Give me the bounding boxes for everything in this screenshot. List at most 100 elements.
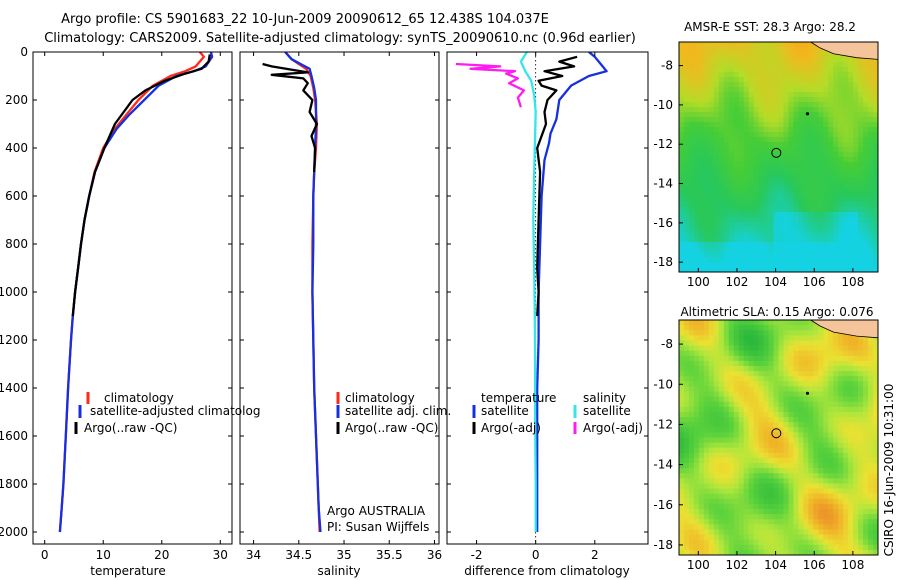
x-tick-label: 108 [841,275,864,289]
series-line [455,62,526,108]
x-tick-label: 35.5 [376,548,403,562]
legend-label-argo-raw: Argo(..raw -QC) [345,421,438,435]
x-tick-label: 35 [336,548,351,562]
argo-position-marker [771,428,782,439]
x-tick-label: 30 [213,548,228,562]
x-tick-label: 102 [726,558,749,572]
x-tick-label: 100 [687,275,710,289]
x-tick-label: 0 [532,548,540,562]
y-tick-label: -14 [653,458,673,472]
y-tick-label: 1600 [0,429,28,443]
salinity-xlabel: salinity [317,564,360,578]
y-tick-label: 800 [5,237,28,251]
y-tick-label: 600 [5,189,28,203]
figure-title-line1: Argo profile: CS 5901683_22 10-Jun-2009 … [61,12,549,27]
y-tick-label: -18 [653,255,673,269]
series-line [284,52,322,533]
legend-label-salinity-satellite: satellite [583,404,631,418]
series-line [71,54,211,317]
y-tick-label: -14 [653,177,673,191]
difference-series-group [455,52,608,532]
sla-map-field [679,320,878,555]
x-tick-label: -2 [471,548,483,562]
difference-frame [446,51,649,545]
y-tick-label: -18 [653,538,673,552]
y-tick-label: -12 [653,137,673,151]
series-line [58,52,214,533]
temperature-frame [32,51,233,545]
series-line [284,52,321,533]
legend-label-temperature-argo: Argo(-adj) [481,421,541,435]
island-marker [805,112,810,116]
legend-label-argo-raw: Argo(..raw -QC) [84,421,177,435]
series-line [58,52,206,533]
csiro-timestamp: CSIRO 16-Jun-2009 10:31:00 [882,384,896,557]
salinity-series-group [262,52,322,533]
y-tick-label: -16 [653,216,673,230]
series-line [262,62,319,173]
difference-legend: temperature satellite Argo(-adj) salinit… [472,391,643,435]
temperature-legend: climatology satellite-adjusted climatolo… [74,391,260,435]
island-marker [805,391,810,395]
temperature-xlabel: temperature [90,564,165,578]
land-coastline [809,42,878,60]
temperature-panel: 0 10 20 30 0 200 400 600 800 1000 1200 1400 1600 1800… [0,45,233,562]
y-tick-label: 2000 [0,525,28,539]
sst-map-frame [678,41,879,273]
difference-panel: -2 0 2 [446,51,649,562]
sla-map-frame [678,319,879,556]
legend-title-temperature: temperature [481,391,556,405]
legend-label-satellite-adjusted: satellite-adjusted climatolog [90,404,260,418]
x-tick-label: 102 [726,275,749,289]
legend-label-satellite-adj: satellite adj. clim. [345,404,451,418]
series-line [519,52,537,532]
x-tick-label: 106 [803,275,826,289]
principal-investigator-label: PI: Susan Wijffels [327,520,429,534]
y-tick-label: -10 [653,98,673,112]
y-tick-label: -8 [661,59,673,73]
argo-position-marker [771,147,782,158]
x-tick-label: 2 [591,548,599,562]
temperature-series-group [58,52,214,533]
sst-map-title: AMSR-E SST: 28.3 Argo: 28.2 [684,20,856,34]
figure-title-line2: Climatology: CARS2009. Satellite-adjuste… [44,31,636,46]
x-tick-label: 106 [803,558,826,572]
y-tick-label: 400 [5,141,28,155]
y-tick-label: 1000 [0,285,28,299]
y-tick-label: -10 [653,377,673,391]
x-tick-label: 34 [246,548,261,562]
y-tick-label: 0 [20,45,28,59]
legend-label-climatology: climatology [345,391,415,405]
x-tick-label: 20 [154,548,169,562]
land-coastline [809,320,878,339]
y-tick-label: 1400 [0,381,28,395]
legend-label-salinity-argo: Argo(-adj) [583,421,643,435]
argo-australia-label: Argo AUSTRALIA [327,504,426,518]
y-tick-label: -12 [653,417,673,431]
x-tick-label: 108 [841,558,864,572]
series-line [536,52,608,532]
x-tick-label: 104 [764,558,787,572]
sst-map-field [679,42,878,272]
x-tick-label: 100 [687,558,710,572]
y-tick-label: 1200 [0,333,28,347]
sla-map-panel: 100 102 104 106 108 -8 -10 -12 -14 -16 -18 [653,319,879,572]
x-tick-label: 104 [764,275,787,289]
legend-label-climatology: climatology [104,391,174,405]
salinity-panel: 34 34.5 35 35.5 36 [239,51,442,562]
salinity-legend: climatology satellite adj. clim. Argo(..… [336,391,451,435]
y-tick-label: -16 [653,498,673,512]
sla-map-title: Altimetric SLA: 0.15 Argo: 0.076 [680,305,873,319]
y-tick-label: -8 [661,337,673,351]
y-tick-label: 200 [5,93,28,107]
x-tick-label: 10 [96,548,111,562]
legend-label-temperature-satellite: satellite [481,404,529,418]
series-line [536,55,578,317]
sst-map-panel: 100 102 104 106 108 -8 -10 -12 -14 -16 -18 [653,41,879,289]
legend-title-salinity: salinity [583,391,626,405]
x-tick-label: 36 [427,548,442,562]
difference-xlabel: difference from climatology [464,564,630,578]
x-tick-label: 34.5 [285,548,312,562]
x-tick-label: 0 [41,548,49,562]
